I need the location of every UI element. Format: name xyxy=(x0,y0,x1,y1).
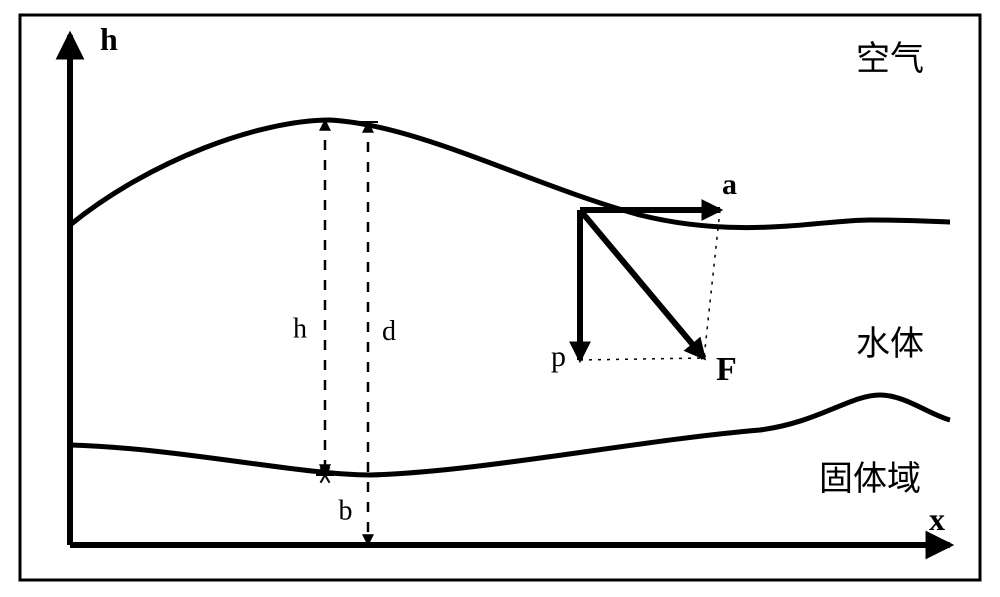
dim-h-label: h xyxy=(293,314,307,345)
dim-b-label: b xyxy=(339,496,353,527)
projection-a-to-f xyxy=(704,210,720,358)
bed-curve xyxy=(70,395,950,475)
region-air-label: 空气 xyxy=(856,40,924,78)
vector-f xyxy=(580,210,704,358)
vector-p-label: p xyxy=(551,340,566,373)
vector-a-label: a xyxy=(722,168,737,201)
region-water-label: 水体 xyxy=(856,326,924,363)
x-axis-label: x xyxy=(929,501,945,537)
y-axis-label: h xyxy=(100,21,118,57)
projection-p-to-f xyxy=(580,358,704,360)
vector-f-label: F xyxy=(716,351,737,388)
region-solid-label: 固体域 xyxy=(819,460,921,498)
dim-d-label: d xyxy=(382,316,396,347)
water-surface-curve xyxy=(70,120,950,228)
